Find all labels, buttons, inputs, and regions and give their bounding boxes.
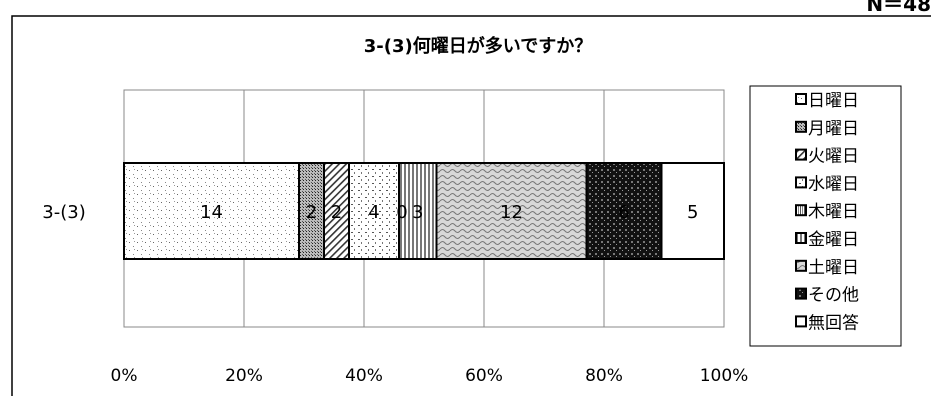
- legend-label: 無回答: [808, 313, 859, 333]
- bar-segments: [123, 162, 725, 260]
- bar-labels: 14 2 2 4 0 3 12 6 5: [200, 202, 698, 223]
- bar-segment: [435, 162, 588, 260]
- bar-data-label: 3: [412, 202, 423, 223]
- legend-swatch: [795, 259, 807, 272]
- x-tick-label: 20%: [225, 366, 263, 386]
- sample-size-label: N＝48: [866, 0, 931, 16]
- legend-swatch: [795, 120, 807, 133]
- legend-swatch: [795, 315, 807, 328]
- x-tick-label: 60%: [465, 366, 503, 386]
- chart-title: 3-(3)何曜日が多いですか？: [364, 35, 592, 57]
- bar-segment: [348, 162, 400, 260]
- legend-swatch: [795, 176, 807, 189]
- legend-label: 木曜日: [808, 202, 859, 222]
- legend-label: 水曜日: [808, 174, 859, 194]
- bar-segment: [298, 162, 325, 260]
- x-tick-label: 40%: [345, 366, 383, 386]
- bar-data-label: 6: [618, 202, 629, 223]
- bar-segment: [660, 162, 725, 260]
- bar-data-label: 5: [687, 202, 698, 223]
- category-label: 3-(3): [42, 202, 85, 223]
- bar-segment: [123, 162, 300, 260]
- bar-data-label: 2: [306, 202, 317, 223]
- legend-swatch: [795, 232, 807, 244]
- bar-data-label: 12: [500, 202, 523, 223]
- bar-data-label: 14: [200, 202, 223, 223]
- bar-data-label: 0: [396, 202, 407, 223]
- chart-frame: [11, 15, 931, 396]
- legend-label: 火曜日: [808, 147, 859, 167]
- x-axis-ticks: 0% 20% 40% 60% 80% 100%: [111, 366, 749, 386]
- legend-label: 月曜日: [808, 119, 859, 139]
- legend-label: その他: [808, 286, 859, 306]
- legend-box: [749, 85, 902, 347]
- x-tick-label: 80%: [585, 366, 623, 386]
- x-tick-label: 100%: [700, 366, 749, 386]
- legend-swatch: [795, 148, 807, 161]
- legend-label: 金曜日: [808, 230, 859, 250]
- legend-swatch: [795, 287, 807, 300]
- legend-swatch: [795, 204, 807, 217]
- legend-swatch: [795, 93, 807, 105]
- legend-label: 日曜日: [808, 91, 859, 111]
- bar-data-label: 2: [331, 202, 342, 223]
- bar-data-label: 4: [368, 202, 379, 223]
- legend-label: 土曜日: [808, 258, 859, 278]
- x-tick-label: 0%: [111, 366, 138, 386]
